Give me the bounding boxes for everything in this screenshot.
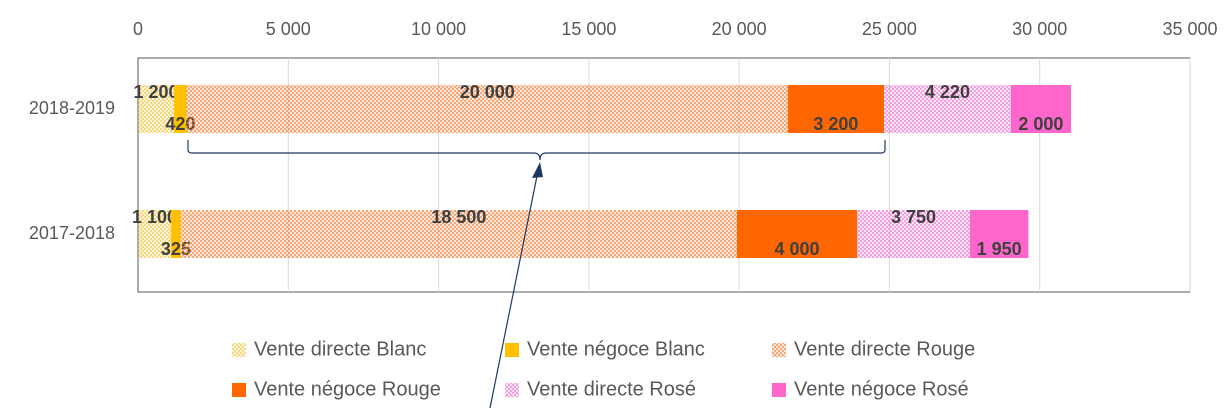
x-tick-label: 20 000	[712, 19, 767, 39]
bar-segment	[171, 210, 181, 258]
legend-label: Vente négoce Rosé	[794, 378, 969, 400]
bar-segment	[1010, 85, 1071, 133]
data-label: 20 000	[460, 82, 515, 102]
bar-segment	[174, 85, 187, 133]
x-tick-label: 10 000	[411, 19, 466, 39]
legend-swatch	[232, 343, 246, 357]
data-label: 1 950	[977, 239, 1022, 259]
y-tick-label: 2018-2019	[29, 98, 115, 118]
legend-swatch	[505, 383, 519, 397]
bar-segment	[180, 210, 737, 258]
bar-segment	[186, 85, 788, 133]
legend-swatch	[232, 383, 246, 397]
legend-label: Vente négoce Blanc	[527, 338, 705, 360]
x-tick-label: 25 000	[862, 19, 917, 39]
x-tick-label: 30 000	[1012, 19, 1067, 39]
bar-segment	[138, 210, 172, 258]
annotation	[187, 140, 886, 409]
data-label: 3 750	[891, 207, 936, 227]
legend-swatch	[772, 383, 786, 397]
data-label: 18 500	[431, 207, 486, 227]
legend-label: Vente directe Rouge	[794, 338, 975, 360]
bracket	[187, 140, 886, 161]
legend-label: Vente directe Blanc	[254, 338, 426, 360]
y-tick-label: 2017-2018	[29, 223, 115, 243]
plot: 0 5 000 10 000 15 000 20 000 25 000 30 000 35 0…	[29, 19, 1218, 292]
x-tick-label: 0	[133, 19, 143, 39]
arrow-head	[532, 162, 543, 178]
legend-label: Vente directe Rosé	[527, 378, 696, 400]
bar-segment	[138, 85, 175, 133]
x-tick-label: 35 000	[1162, 19, 1217, 39]
bar-segment	[787, 85, 885, 133]
legend-label: Vente négoce Rouge	[254, 378, 441, 400]
x-tick-label: 5 000	[266, 19, 311, 39]
data-label: 2 000	[1018, 114, 1063, 134]
x-tick-label: 15 000	[561, 19, 616, 39]
bar-segment	[969, 210, 1029, 258]
data-label: 4 220	[925, 82, 970, 102]
bar-segment	[736, 210, 858, 258]
arrow-line	[489, 175, 538, 409]
data-label: 3 200	[813, 114, 858, 134]
data-label: 1 200	[134, 82, 179, 102]
bar-segment	[857, 210, 970, 258]
data-label: 4 000	[774, 239, 819, 259]
legend-swatch	[772, 343, 786, 357]
data-label: 1 100	[132, 207, 177, 227]
legend-swatch	[505, 343, 519, 357]
bar-segment	[884, 85, 1011, 133]
